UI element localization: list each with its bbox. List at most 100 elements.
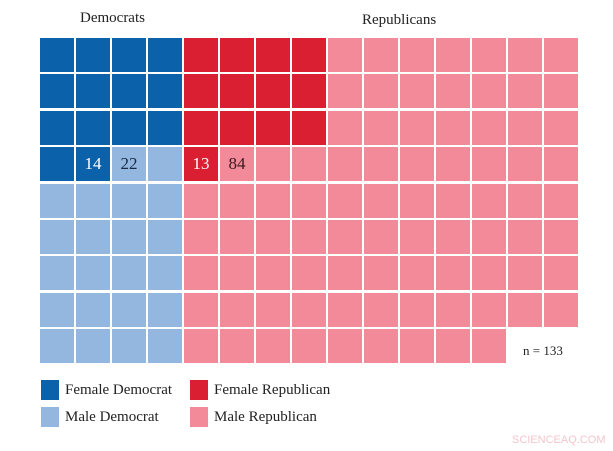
female-democrat-cell (112, 110, 146, 145)
male-republican-count: 84 (228, 154, 246, 174)
male-republican-cell (436, 147, 470, 182)
legend-swatch (41, 380, 59, 400)
female-republican-cell (292, 74, 326, 109)
male-republican-cell (256, 183, 290, 218)
male-republican-cell (400, 74, 434, 109)
legend-label: Female Republican (214, 381, 331, 398)
male-republican-cell (508, 38, 542, 72)
male-republican-cell (328, 74, 362, 109)
male-republican-cell (184, 329, 218, 364)
male-democrat-cell (112, 329, 146, 364)
male-republican-cell (508, 110, 542, 145)
female-republican-cell (292, 38, 326, 72)
female-democrat-cell (40, 110, 74, 145)
male-republican-cell (256, 220, 290, 254)
male-republican-cell (364, 292, 398, 327)
male-republican-cell (328, 110, 362, 145)
legend-male-republican: Male Republican (190, 407, 317, 427)
legend-female-democrat: Female Democrat (41, 380, 172, 400)
male-democrat-cell (112, 256, 146, 291)
legend-swatch (41, 407, 59, 427)
male-republican-cell (544, 38, 578, 72)
male-republican-cell (328, 183, 362, 218)
male-republican-cell (364, 329, 398, 364)
male-republican-cell (472, 147, 506, 182)
male-republican-cell (508, 220, 542, 254)
male-republican-cell (220, 183, 254, 218)
male-republican-cell (400, 220, 434, 254)
male-republican-cell (184, 256, 218, 291)
male-republican-cell (220, 256, 254, 291)
male-republican-cell (436, 292, 470, 327)
male-republican-cell (508, 147, 542, 182)
republicans-header: Republicans (362, 12, 437, 28)
female-democrat-cell (40, 147, 74, 182)
female-democrat-cell (148, 110, 182, 145)
male-republican-cell (364, 256, 398, 291)
male-republican-cell (328, 38, 362, 72)
legend-swatch (190, 407, 208, 427)
male-republican-cell (544, 110, 578, 145)
male-democrat-cell (76, 183, 110, 218)
male-republican-cell (364, 38, 398, 72)
male-republican-cell (364, 110, 398, 145)
female-democrat-cell (112, 74, 146, 109)
male-republican-cell (292, 183, 326, 218)
male-republican-cell (436, 74, 470, 109)
male-republican-cell (256, 147, 290, 182)
male-republican-cell (544, 256, 578, 291)
male-democrat-cell (148, 329, 182, 364)
male-democrat-cell (40, 183, 74, 218)
legend-male-democrat: Male Democrat (41, 407, 159, 427)
male-democrat-cell (76, 256, 110, 291)
male-republican-cell (472, 256, 506, 291)
male-democrat-cell (148, 147, 182, 182)
male-republican-cell (508, 183, 542, 218)
male-democrat-cell (40, 292, 74, 327)
male-democrat-cell (148, 256, 182, 291)
male-democrat-cell (148, 220, 182, 254)
male-democrat-cell (148, 292, 182, 327)
male-republican-cell (400, 183, 434, 218)
female-republican-cell (220, 110, 254, 145)
female-democrat-cell (76, 38, 110, 72)
male-republican-cell (472, 220, 506, 254)
female-republican-cell (220, 38, 254, 72)
male-republican-cell (436, 38, 470, 72)
female-democrat-count: 14 (84, 154, 102, 174)
male-republican-cell (328, 256, 362, 291)
male-republican-cell (400, 292, 434, 327)
male-democrat-cell (148, 183, 182, 218)
female-republican-cell (256, 74, 290, 109)
female-republican-cell (184, 110, 218, 145)
male-republican-cell (184, 183, 218, 218)
male-republican-cell (436, 329, 470, 364)
male-republican-cell (400, 110, 434, 145)
male-republican-cell (508, 256, 542, 291)
male-republican-cell (544, 147, 578, 182)
male-republican-cell (256, 256, 290, 291)
female-democrat-cell (40, 38, 74, 72)
male-republican-cell (472, 183, 506, 218)
female-democrat-cell (40, 74, 74, 109)
male-republican-cell (472, 110, 506, 145)
male-republican-cell (436, 256, 470, 291)
male-republican-cell (328, 147, 362, 182)
male-republican-cell (328, 329, 362, 364)
male-republican-cell (220, 220, 254, 254)
legend-label: Male Republican (214, 408, 317, 425)
male-republican-cell (400, 147, 434, 182)
male-republican-cell (436, 110, 470, 145)
male-republican-cell (544, 183, 578, 218)
female-republican-cell (184, 74, 218, 109)
male-republican-cell (220, 292, 254, 327)
male-republican-cell (328, 292, 362, 327)
male-republican-cell (292, 292, 326, 327)
male-republican-cell (256, 292, 290, 327)
female-republican-cell (184, 38, 218, 72)
male-republican-cell (472, 329, 506, 364)
female-republican-cell (256, 38, 290, 72)
male-democrat-cell (112, 292, 146, 327)
male-republican-cell (220, 147, 254, 182)
